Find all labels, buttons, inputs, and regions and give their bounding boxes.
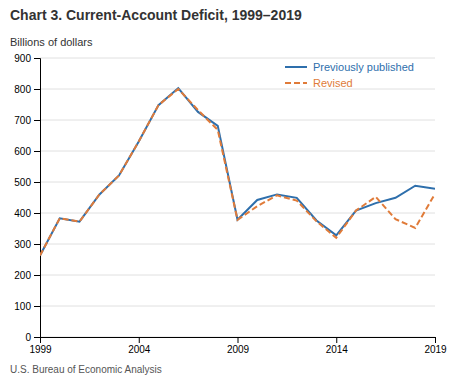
y-axis: 0 100 200 300 400 500 600 700 800 900: [14, 53, 40, 343]
footnote: U.S. Bureau of Economic Analysis: [10, 364, 162, 375]
y-tick-label: 500: [14, 177, 31, 188]
y-tick: 700: [14, 115, 40, 126]
grid-line: [40, 182, 435, 183]
title: Chart 3. Current-Account Deficit, 1999–2…: [10, 7, 302, 23]
x-tick-label: 2014: [326, 344, 349, 355]
y-tick-mark: [34, 151, 40, 152]
y-tick-label: 800: [14, 84, 31, 95]
x-tick-mark: [435, 337, 436, 343]
x-tick-label: 2019: [424, 344, 447, 355]
y-tick-mark: [34, 182, 40, 183]
x-axis-line: [41, 338, 436, 344]
x-tick-label: 2009: [227, 344, 250, 355]
y-tick-mark: [34, 213, 40, 214]
grid-line: [40, 244, 435, 245]
grid-line: [40, 151, 435, 152]
x-tick-label: 2004: [128, 344, 151, 355]
y-tick-label: 200: [14, 270, 31, 281]
y-tick: 100: [14, 301, 40, 312]
y-tick-label: 600: [14, 146, 31, 157]
grid-line: [40, 58, 435, 59]
y-tick: 800: [14, 84, 40, 95]
y-axis-label: Billions of dollars: [10, 36, 93, 48]
x-tick: 2019: [424, 337, 447, 355]
y-axis-line: [34, 59, 41, 338]
x-tick-label: 1999: [29, 344, 52, 355]
y-tick: 600: [14, 146, 40, 157]
grid-line: [40, 275, 435, 276]
x-tick: 2014: [326, 337, 349, 355]
legend-swatch: [285, 66, 307, 68]
grid-line: [40, 306, 435, 307]
y-tick: 0: [25, 332, 40, 343]
x-axis: 1999 2004 2009 2014 2019: [29, 337, 447, 355]
y-tick-mark: [34, 275, 40, 276]
y-tick: 200: [14, 270, 40, 281]
y-tick: 900: [14, 53, 40, 64]
y-tick-label: 300: [14, 239, 31, 250]
y-tick-label: 400: [14, 208, 31, 219]
y-tick-mark: [34, 58, 40, 59]
x-tick: 2009: [227, 337, 250, 355]
legend-swatch: [285, 82, 307, 84]
grid-line: [40, 89, 435, 90]
plot: Billions of dollars 1999 2004 2009 2014 2019 0…: [10, 36, 447, 355]
grid-line: [40, 213, 435, 214]
y-tick: 500: [14, 177, 40, 188]
y-tick-mark: [34, 120, 40, 121]
legend-entry: Previously published: [285, 61, 414, 73]
series-line: [40, 88, 435, 255]
y-tick: 400: [14, 208, 40, 219]
legend: Previously published Revised: [285, 61, 414, 89]
x-tick-mark: [336, 337, 337, 343]
x-tick: 1999: [29, 337, 52, 355]
y-tick: 300: [14, 239, 40, 250]
legend-entry: Revised: [285, 77, 353, 89]
x-tick-mark: [238, 337, 239, 343]
y-tick-label: 0: [25, 332, 31, 343]
series-line: [40, 89, 435, 255]
y-tick-label: 900: [14, 53, 31, 64]
y-tick-mark: [34, 89, 40, 90]
chart: Chart 3. Current-Account Deficit, 1999–2…: [0, 0, 453, 381]
y-tick-mark: [34, 244, 40, 245]
y-tick-mark: [34, 306, 40, 307]
x-tick: 2004: [128, 337, 151, 355]
y-tick-mark: [34, 337, 40, 338]
legend-label: Previously published: [313, 61, 414, 73]
x-tick-mark: [139, 337, 140, 343]
grid: [40, 58, 435, 337]
legend-label: Revised: [313, 77, 353, 89]
lines: [40, 88, 435, 255]
y-tick-label: 100: [14, 301, 31, 312]
y-tick-label: 700: [14, 115, 31, 126]
grid-line: [40, 120, 435, 121]
